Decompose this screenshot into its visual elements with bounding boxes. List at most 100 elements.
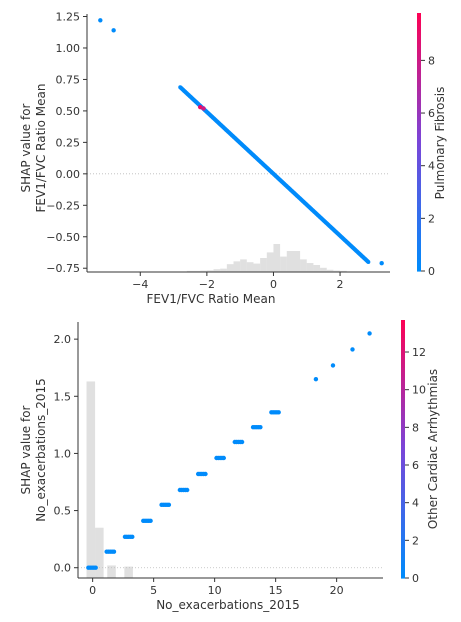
c2-colorbar-segment	[401, 423, 405, 429]
c2-colorbar-segment	[401, 560, 405, 566]
c1-histogram-bar	[313, 265, 321, 272]
c2-colorbar-segment	[401, 565, 405, 570]
c1-colorbar-segment	[417, 240, 421, 246]
c2-colorbar-segment	[401, 363, 405, 368]
c1-colorbar-segment	[417, 64, 421, 70]
c2-x-tick-label: 20	[330, 584, 344, 597]
c2-y-tick-label: 2.0	[54, 333, 72, 346]
c1-colorbar-segment	[417, 249, 421, 255]
c1-histogram-bar	[286, 251, 294, 272]
chart-1-x-axis-label: FEV1/FVC Ratio Mean	[147, 292, 276, 306]
c1-histogram-bar	[340, 270, 347, 272]
c1-colorbar-segment	[417, 129, 421, 134]
c1-colorbar-segment	[417, 228, 421, 233]
c1-histogram-bar	[253, 263, 261, 272]
c2-colorbar-segment	[401, 401, 405, 407]
c2-data-point	[330, 363, 336, 368]
c1-colorbar-segment	[417, 56, 421, 61]
c1-colorbar-segment	[417, 176, 421, 182]
c2-colorbar-segment	[401, 397, 405, 403]
c2-histogram-bar	[95, 527, 104, 578]
c1-colorbar-segment	[417, 133, 421, 139]
c2-histogram-bar	[86, 381, 96, 578]
c1-x-tick-label: −4	[132, 278, 148, 291]
c2-colorbar-segment	[401, 436, 405, 441]
c2-colorbar-segment	[401, 380, 405, 386]
c1-data-point	[111, 28, 116, 33]
c2-colorbar-tick-label: 10	[412, 384, 426, 397]
c1-histogram-bar	[300, 259, 307, 272]
c1-colorbar-segment	[417, 197, 421, 203]
c2-colorbar-segment	[401, 500, 405, 506]
c1-colorbar-segment	[417, 163, 421, 169]
c2-colorbar-segment	[401, 418, 405, 424]
c2-colorbar-segment	[401, 513, 405, 519]
c1-colorbar-segment	[417, 180, 421, 186]
chart-1-x-ticks: −4 −2 0 2	[132, 272, 344, 291]
c1-colorbar-segment	[417, 185, 421, 190]
c1-colorbar-segment	[417, 38, 421, 44]
c2-colorbar-segment	[401, 522, 405, 527]
c1-histogram-bar	[233, 261, 241, 272]
c1-histogram-bar	[320, 267, 327, 272]
c2-colorbar-segment	[401, 569, 405, 575]
c2-colorbar-segment	[401, 530, 405, 536]
c1-colorbar-segment	[417, 142, 421, 147]
c2-data-point	[203, 471, 208, 477]
c2-data-point	[258, 424, 263, 430]
c1-colorbar-tick-label: 6	[428, 107, 435, 120]
c2-histogram-bar	[124, 566, 133, 578]
c1-colorbar-segment	[417, 107, 421, 113]
c1-colorbar-segment	[417, 223, 421, 229]
c2-colorbar-segment	[401, 341, 405, 347]
c2-colorbar-segment	[401, 449, 405, 454]
chart-2-x-axis-label: No_exacerbations_2015	[156, 598, 300, 612]
chart-1-y-axis-label-line-1: SHAP value for	[19, 103, 33, 192]
c1-y-tick-label: −0.50	[46, 231, 80, 244]
c1-data-point	[201, 106, 206, 111]
c1-histogram-bar	[220, 268, 227, 272]
c1-y-tick-label: −0.75	[46, 262, 80, 275]
c2-data-point	[313, 376, 319, 382]
c1-colorbar-segment	[417, 90, 421, 96]
c2-data-point	[166, 502, 172, 508]
c1-colorbar-segment	[417, 103, 421, 109]
c2-colorbar-tick-label: 6	[412, 459, 419, 472]
c1-colorbar-segment	[417, 206, 421, 212]
c1-histogram-bar	[213, 269, 221, 272]
c2-colorbar-segment	[401, 350, 405, 355]
c2-data-point	[239, 439, 245, 445]
c2-colorbar-segment	[401, 474, 405, 480]
c1-histogram-bar	[333, 270, 341, 272]
chart-2-histogram	[86, 381, 133, 578]
c2-data-point	[221, 455, 226, 461]
c1-colorbar-tick-label: 2	[428, 212, 435, 225]
c2-colorbar-segment	[401, 375, 405, 381]
c1-colorbar-segment	[417, 13, 421, 18]
c2-colorbar-segment	[401, 320, 405, 325]
c2-colorbar-segment	[401, 487, 405, 493]
chart-2-colorbar: 0 2 4 6 8 10 12	[401, 320, 426, 585]
c1-y-tick-label: 0.50	[56, 105, 81, 118]
chart-2-points	[86, 331, 372, 570]
c1-colorbar-segment	[417, 34, 421, 40]
c2-colorbar-segment	[401, 414, 405, 420]
c1-colorbar-segment	[417, 137, 421, 143]
c2-data-point	[184, 487, 190, 493]
c2-x-tick-label: 10	[208, 584, 222, 597]
c2-colorbar-segment	[401, 517, 405, 523]
c2-colorbar-segment	[401, 431, 405, 437]
chart-2-y-axis-label-line-2: No_exacerbations_2015	[34, 378, 48, 522]
c1-colorbar-segment	[417, 219, 421, 225]
c1-colorbar-segment	[417, 94, 421, 100]
c2-colorbar-segment	[401, 470, 405, 476]
c2-colorbar-segment	[401, 492, 405, 497]
c2-colorbar-segment	[401, 410, 405, 416]
c2-data-point	[350, 347, 355, 352]
c1-histogram-bar	[266, 252, 274, 272]
c1-colorbar-segment	[417, 60, 421, 66]
c1-x-tick-label: −2	[199, 278, 215, 291]
c1-colorbar-segment	[417, 210, 421, 216]
c2-colorbar-segment	[401, 328, 405, 334]
c1-histogram-bar	[246, 262, 254, 272]
